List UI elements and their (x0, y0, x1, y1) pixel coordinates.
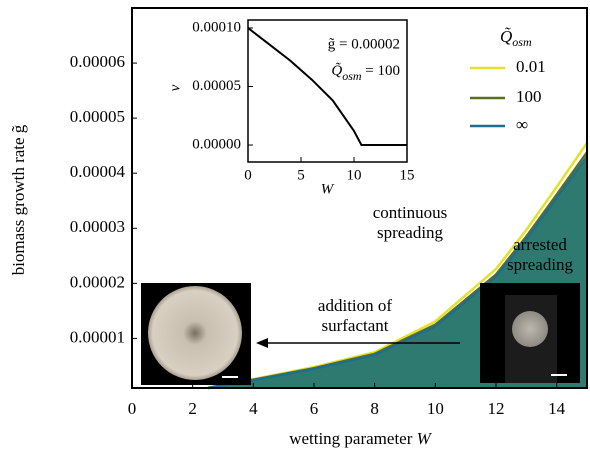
x-tick-label: 6 (310, 399, 319, 418)
y-tick-label: 0.00000 (192, 136, 241, 152)
annotation: arrested (513, 235, 567, 254)
x-tick-label: 10 (427, 399, 444, 418)
series-line (207, 155, 589, 390)
legend-label: ∞ (516, 115, 528, 134)
photo-left (141, 283, 251, 385)
annotation: continuous (373, 203, 448, 222)
x-axis-label-var: W (417, 429, 433, 448)
x-tick-label: 0 (128, 399, 137, 418)
x-axis-label: W (321, 181, 335, 197)
x-axis-label-text: wetting parameter (289, 429, 416, 448)
annotation: spreading (507, 255, 574, 274)
photo-right (480, 283, 580, 383)
axes-frame (247, 19, 408, 163)
annotation: g̃ = 0.00002 (328, 36, 400, 52)
x-tick-label: 5 (297, 167, 305, 183)
arrow (256, 338, 460, 348)
inset-plot: 0 5 10 15 0.00000 0.00005 0.00010 Wν g̃ = 0.0000… (167, 19, 415, 197)
y-tick-label: 0.00003 (70, 217, 125, 236)
series-line (247, 27, 407, 147)
y-tick-label: 0.00002 (70, 272, 125, 291)
x-tick-label: 14 (548, 399, 566, 418)
annotation: surfactant (321, 316, 388, 335)
legend-title-base: Q̃ (500, 27, 512, 46)
legend-title-sub: osm (512, 35, 532, 49)
x-tick-label: 10 (347, 167, 362, 183)
legend-title: Q̃osm (500, 27, 532, 49)
legend-label: 0.01 (516, 57, 546, 76)
axes-frame (131, 7, 588, 389)
legend-label: 100 (516, 87, 542, 106)
y-tick-label: 0.00004 (70, 162, 126, 181)
plot-area (248, 20, 407, 162)
y-axis-label: biomass growth rate g̃ (9, 124, 28, 275)
annotation: Q̃osm = 100 (331, 63, 400, 83)
annotation-sub: osm (342, 69, 362, 83)
x-tick-label: 2 (188, 399, 197, 418)
annotation: addition of (318, 296, 392, 315)
annotation-rest: = 100 (362, 63, 400, 79)
y-tick-label: 0.00005 (192, 78, 241, 94)
x-axis-label: wetting parameter W (289, 429, 432, 448)
x-tick-label: 15 (400, 167, 415, 183)
y-axis-label: ν (167, 84, 183, 91)
x-tick-label: 8 (370, 399, 379, 418)
y-tick-label: 0.00006 (70, 52, 125, 71)
x-tick-label: 0 (244, 167, 252, 183)
annotation: spreading (377, 223, 444, 242)
x-tick-label: 12 (488, 399, 505, 418)
y-tick-label: 0.00001 (70, 327, 125, 346)
y-tick-label: 0.00010 (192, 19, 241, 35)
annotation-base: Q̃ (331, 63, 342, 80)
y-tick-label: 0.00005 (70, 107, 125, 126)
x-tick-label: 4 (249, 399, 258, 418)
